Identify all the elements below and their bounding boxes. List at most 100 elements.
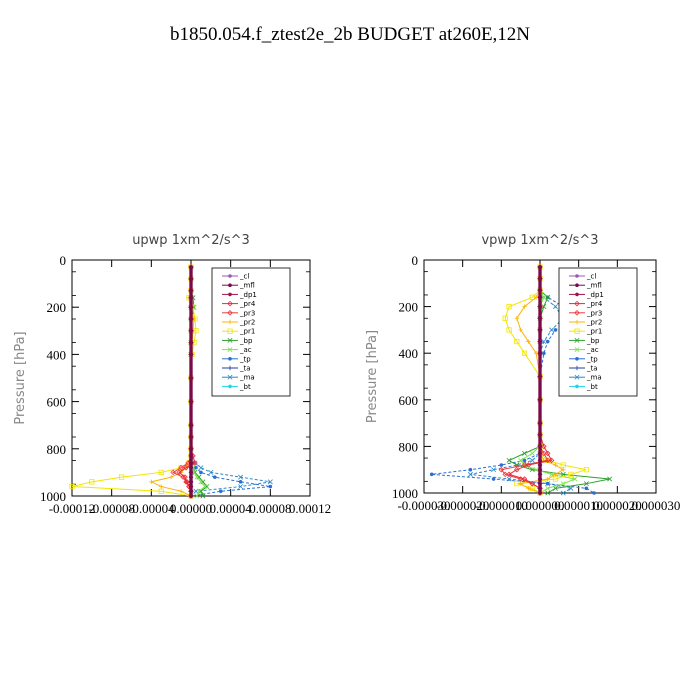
data-point-mfl — [538, 398, 542, 402]
data-point-mfl — [538, 339, 542, 344]
data-point-pr2 — [545, 476, 550, 482]
data-point-pr4 — [227, 300, 233, 307]
data-point-ac — [196, 488, 202, 494]
data-point-pr3 — [502, 471, 508, 478]
x-tick-label: 0.000010 — [554, 498, 603, 513]
y-tick-label: 200 — [47, 300, 67, 315]
legend-label: _pr2 — [239, 319, 255, 327]
x-tick-label: 0.000020 — [593, 498, 642, 513]
data-point-tp — [499, 463, 504, 467]
data-point-mfl — [538, 463, 542, 467]
data-point-mfl — [538, 444, 542, 449]
x-tick-label: -0.000020 — [436, 498, 489, 513]
data-point-cl — [228, 274, 232, 278]
data-point-tp — [238, 480, 243, 484]
data-point-pr1 — [506, 303, 512, 310]
y-tick-label: 400 — [399, 346, 419, 361]
y-tick-label: 0 — [60, 253, 67, 268]
data-point-pr2 — [178, 489, 184, 494]
legend-label: _dp1 — [586, 291, 604, 299]
data-point-mfl — [538, 432, 542, 437]
data-point-pr2 — [514, 316, 519, 321]
data-point-ma — [238, 474, 244, 480]
data-point-bp — [200, 479, 206, 485]
data-point-bp — [204, 484, 210, 490]
x-tick-label: -0.00012 — [49, 501, 96, 516]
legend: _cl_mfl_dp1_pr4_pr3_pr2_pr1_bp_ac_tp_ta_… — [211, 267, 291, 397]
data-point-mfl — [538, 481, 542, 486]
data-point-tp — [468, 467, 473, 472]
data-point-pr3 — [227, 310, 233, 316]
data-point-ac — [560, 481, 566, 487]
data-point-pr4 — [182, 474, 188, 480]
data-point-bp — [506, 457, 512, 463]
data-point-pr1 — [69, 483, 75, 490]
data-point-bp — [196, 474, 202, 480]
data-point-mfl — [538, 304, 542, 309]
y-tick-label: 1000 — [40, 489, 66, 504]
data-point-mfl — [189, 475, 193, 479]
data-point-ma — [552, 304, 558, 310]
legend-label: _bt — [239, 383, 251, 391]
data-point-pr2 — [526, 486, 531, 491]
data-point-pr3 — [544, 457, 551, 464]
data-point-pr4 — [544, 450, 551, 457]
data-point-tp — [575, 357, 579, 361]
data-point-mfl — [189, 295, 193, 300]
legend-label: _mfl — [586, 282, 602, 290]
data-point-mfl — [189, 480, 193, 484]
legend-label: _cl — [586, 273, 596, 281]
data-point-mfl — [538, 328, 542, 332]
data-point-mfl — [538, 472, 542, 477]
data-point-mfl — [538, 351, 542, 356]
chart-panel-vpwp: vpwp 1xm^2/s^3 Pressure [hPa] 0 200 400 600 80… — [365, 233, 680, 513]
data-point-pr2 — [561, 467, 566, 472]
data-point-ac — [227, 347, 233, 353]
data-point-pr2 — [518, 481, 523, 486]
legend-label: _ma — [586, 374, 602, 382]
y-tick-label: 800 — [399, 439, 419, 454]
x-tick-label: -0.000030 — [397, 498, 450, 513]
data-point-tp — [592, 491, 596, 495]
data-point-mfl — [189, 399, 193, 404]
data-point-mfl — [228, 283, 232, 288]
data-point-mfl — [189, 494, 193, 498]
data-point-mfl — [189, 447, 193, 451]
y-axis-label: Pressure [hPa] — [13, 331, 28, 424]
data-point-pr1 — [227, 328, 233, 334]
legend-label: _mfl — [239, 282, 255, 290]
x-tick-label: 0.000000 — [516, 498, 565, 513]
data-point-mfl — [189, 465, 193, 470]
legend: _cl_mfl_dp1_pr4_pr3_pr2_pr1_bp_ac_tp_ta_… — [558, 267, 638, 397]
data-point-pr4 — [548, 457, 555, 464]
data-point-bp — [541, 304, 547, 310]
data-point-mfl — [189, 461, 193, 465]
legend-label: _pr4 — [586, 300, 603, 308]
data-point-pr3 — [541, 450, 547, 457]
data-point-pr1 — [552, 476, 559, 482]
data-point-pr1 — [583, 467, 590, 473]
data-point-pr1 — [560, 462, 566, 468]
data-point-pr2 — [553, 472, 558, 477]
legend-label: _ac — [586, 346, 599, 354]
series-line-tp — [431, 266, 595, 494]
x-tick-label: 0.00000 — [170, 501, 212, 516]
data-point-mfl — [189, 489, 193, 494]
data-point-bp — [607, 476, 613, 482]
legend-label: _cl — [239, 273, 249, 281]
x-tick-label: 0.00008 — [249, 501, 291, 516]
data-point-pr4 — [541, 443, 547, 450]
y-tick-label: 600 — [399, 393, 419, 408]
data-point-ac — [541, 294, 547, 300]
data-point-ma — [574, 374, 580, 380]
legend-label: _dp1 — [239, 291, 257, 299]
data-point-tp — [553, 328, 558, 332]
data-point-ac — [518, 457, 524, 463]
data-point-mfl — [189, 470, 193, 475]
y-tick-label: 0 — [412, 253, 419, 268]
data-point-ta — [574, 365, 580, 371]
data-point-ac — [545, 485, 551, 491]
legend-label: _pr2 — [586, 319, 602, 327]
y-axis-label: Pressure [hPa] — [365, 330, 380, 423]
data-point-ma — [549, 327, 555, 333]
